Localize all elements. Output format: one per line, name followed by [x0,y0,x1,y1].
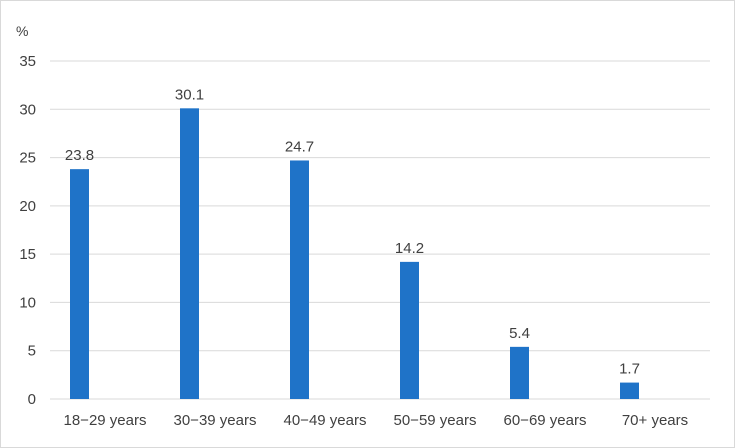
data-label: 14.2 [395,240,424,257]
bars [70,108,639,399]
x-category-label: 60−69 years [504,412,587,429]
y-tick-label: 5 [28,343,36,360]
bar [180,108,199,399]
y-tick-label: 0 [28,391,36,408]
y-axis-ticks: 0 5 10 15 20 25 30 35 [19,53,36,408]
x-category-label: 18−29 years [64,412,147,429]
gridlines [50,60,710,400]
data-label: 24.7 [285,138,314,155]
y-axis-unit-label: % [16,23,28,39]
y-tick-label: 20 [19,198,36,215]
bar [620,382,639,399]
x-category-label: 70+ years [622,412,688,429]
y-tick-label: 30 [19,101,36,118]
x-category-label: 30−39 years [174,412,257,429]
y-tick-label: 10 [19,294,36,311]
y-tick-label: 35 [19,53,36,70]
bar [510,346,529,399]
data-label: 23.8 [65,147,94,164]
y-tick-label: 25 [19,150,36,167]
bar [400,261,419,399]
data-label: 30.1 [175,86,204,103]
data-labels: 23.8 30.1 24.7 14.2 5.4 1.7 [65,86,640,377]
data-label: 5.4 [509,325,530,342]
y-tick-label: 15 [19,246,36,263]
x-category-label: 40−49 years [284,412,367,429]
bar [70,169,89,399]
x-axis-categories: 18−29 years 30−39 years 40−49 years 50−59 y… [64,412,689,429]
data-label: 1.7 [619,361,640,378]
bar [290,160,309,399]
x-category-label: 50−59 years [394,412,477,429]
